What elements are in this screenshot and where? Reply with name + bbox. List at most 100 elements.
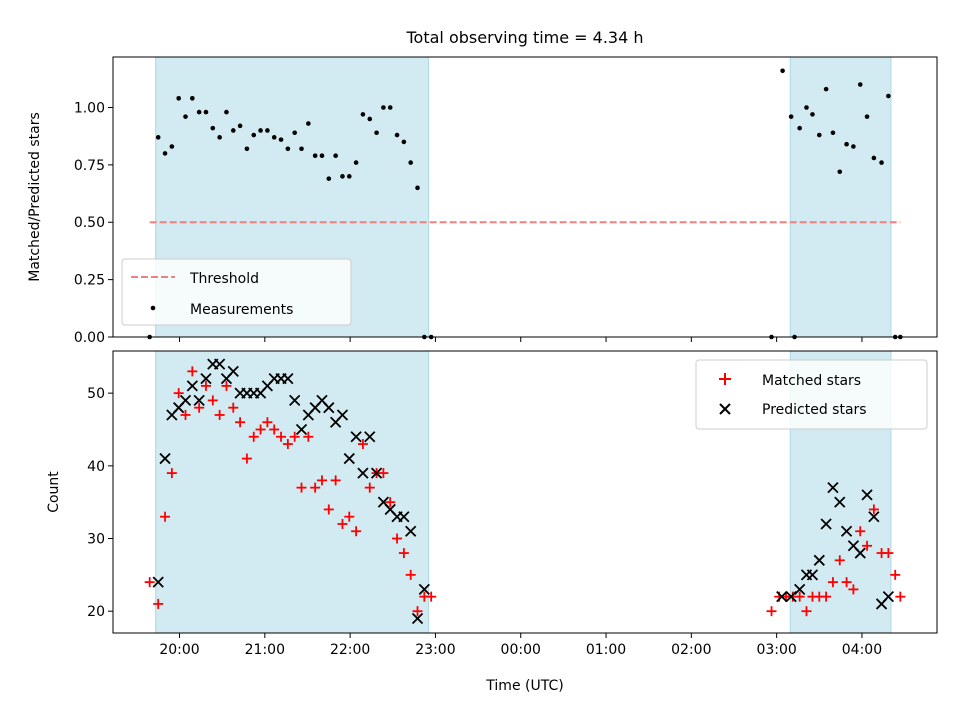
measurement-point bbox=[292, 130, 297, 136]
top-data-marks bbox=[147, 68, 903, 340]
measurement-point bbox=[306, 121, 311, 126]
predicted-star-point bbox=[806, 569, 819, 581]
y-tick-label-0-4: 1.00 bbox=[74, 100, 105, 116]
predicted-star-point bbox=[370, 467, 383, 479]
measurement-point bbox=[271, 135, 277, 140]
matched-star-point bbox=[303, 431, 314, 442]
matched-star-point bbox=[357, 439, 368, 450]
measurement-point bbox=[394, 132, 400, 138]
matched-star-point bbox=[296, 482, 307, 493]
measurement-point bbox=[810, 112, 815, 117]
matched-star-point bbox=[351, 526, 362, 537]
y-tick-label-1-3: 50 bbox=[87, 386, 105, 402]
bottom-data-marks bbox=[144, 358, 906, 625]
measurement-point bbox=[823, 86, 829, 92]
predicted-star-point bbox=[813, 554, 825, 566]
measurement-point bbox=[797, 125, 802, 131]
matched-star-point bbox=[153, 598, 164, 609]
predicted-star-point bbox=[820, 518, 832, 530]
y-tick-label-0-2: 0.50 bbox=[74, 215, 105, 231]
predicted-star-point bbox=[827, 482, 839, 494]
matched-star-point bbox=[276, 431, 287, 442]
measurement-point bbox=[401, 139, 407, 145]
predicted-star-point bbox=[868, 511, 880, 523]
measurement-point bbox=[196, 109, 202, 115]
x-tick-label-7: 03:00 bbox=[756, 642, 796, 658]
predicted-star-point bbox=[159, 452, 171, 465]
measurement-point bbox=[326, 176, 332, 181]
top-panel-ratio: 0.00 0.25 0.50 0.75 1.00 Matched/Predicted s… bbox=[27, 56, 938, 346]
y-tick-label-0-0: 0.00 bbox=[74, 330, 105, 346]
matched-star-point bbox=[855, 526, 866, 537]
measurement-point bbox=[210, 125, 216, 131]
measurement-point bbox=[381, 105, 386, 110]
measurement-point bbox=[387, 105, 393, 110]
measurement-point bbox=[278, 137, 284, 142]
matched-star-point bbox=[337, 518, 348, 529]
x-tick-label-2: 22:00 bbox=[330, 642, 370, 658]
measurement-point bbox=[312, 153, 318, 158]
matched-star-point bbox=[248, 431, 259, 442]
matched-star-point bbox=[214, 409, 225, 420]
legend-measurements-swatch bbox=[150, 305, 156, 311]
predicted-star-point bbox=[794, 583, 806, 596]
matched-star-point bbox=[330, 475, 341, 486]
measurement-point bbox=[864, 114, 870, 119]
predicted-star-point bbox=[213, 358, 226, 370]
legend-matched-label: Matched stars bbox=[762, 373, 861, 389]
matched-star-point bbox=[794, 591, 805, 602]
measurement-point bbox=[886, 93, 891, 99]
measurement-point bbox=[857, 82, 863, 87]
measurement-point bbox=[340, 174, 345, 179]
measurement-point bbox=[183, 114, 188, 119]
matched-star-point bbox=[766, 606, 777, 617]
measurement-point bbox=[408, 160, 413, 165]
matched-star-point bbox=[160, 511, 171, 522]
legend-predicted-label: Predicted stars bbox=[762, 402, 867, 418]
matched-star-point bbox=[862, 540, 873, 551]
matched-star-point bbox=[255, 424, 266, 435]
predicted-star-point bbox=[336, 409, 349, 421]
matched-star-point bbox=[200, 380, 211, 391]
measurement-point bbox=[780, 68, 785, 74]
predicted-star-point bbox=[834, 496, 846, 508]
measurement-point bbox=[851, 144, 856, 149]
measurement-point bbox=[176, 96, 181, 101]
measurement-point bbox=[299, 146, 304, 152]
x-tick-label-5: 01:00 bbox=[586, 642, 626, 658]
top-legend: Threshold Measurements bbox=[121, 258, 352, 326]
y-tick-label-1-0: 20 bbox=[87, 604, 105, 620]
matched-star-point bbox=[890, 569, 901, 580]
measurement-point bbox=[155, 135, 161, 140]
predicted-star-point bbox=[418, 583, 430, 596]
matched-star-point bbox=[895, 591, 906, 602]
measurement-point bbox=[285, 146, 291, 152]
x-axis-label: Time (UTC) bbox=[485, 678, 563, 694]
predicted-star-point bbox=[295, 423, 308, 436]
matched-star-point bbox=[207, 395, 218, 406]
matched-star-point bbox=[235, 417, 246, 428]
predicted-star-point bbox=[350, 431, 362, 443]
measurement-point bbox=[190, 96, 195, 101]
measurement-point bbox=[230, 128, 236, 133]
bottom-legend: Matched stars Predicted stars bbox=[695, 359, 928, 430]
measurement-point bbox=[244, 146, 250, 152]
top-legend-box bbox=[121, 258, 352, 326]
matched-star-point bbox=[426, 591, 437, 602]
measurement-point bbox=[224, 109, 229, 115]
measurement-point bbox=[169, 144, 175, 149]
matched-star-point bbox=[405, 569, 416, 580]
bottom-panel-counts: 20 30 40 50 20:00 21:00 22:00 23:00 00:00 01:00 0… bbox=[46, 350, 938, 694]
bottom-y-axis: 20 30 40 50 bbox=[87, 386, 113, 620]
x-tick-label-0: 20:00 bbox=[159, 642, 199, 658]
measurement-point bbox=[265, 128, 270, 133]
matched-star-point bbox=[801, 606, 812, 617]
observing-window-1-0 bbox=[155, 350, 430, 634]
measurement-point bbox=[258, 128, 263, 133]
y-tick-label-0-1: 0.25 bbox=[74, 273, 105, 289]
predicted-star-point bbox=[289, 394, 301, 407]
matched-star-point bbox=[398, 548, 409, 559]
measurement-point bbox=[788, 114, 794, 119]
measurement-point bbox=[871, 155, 877, 161]
